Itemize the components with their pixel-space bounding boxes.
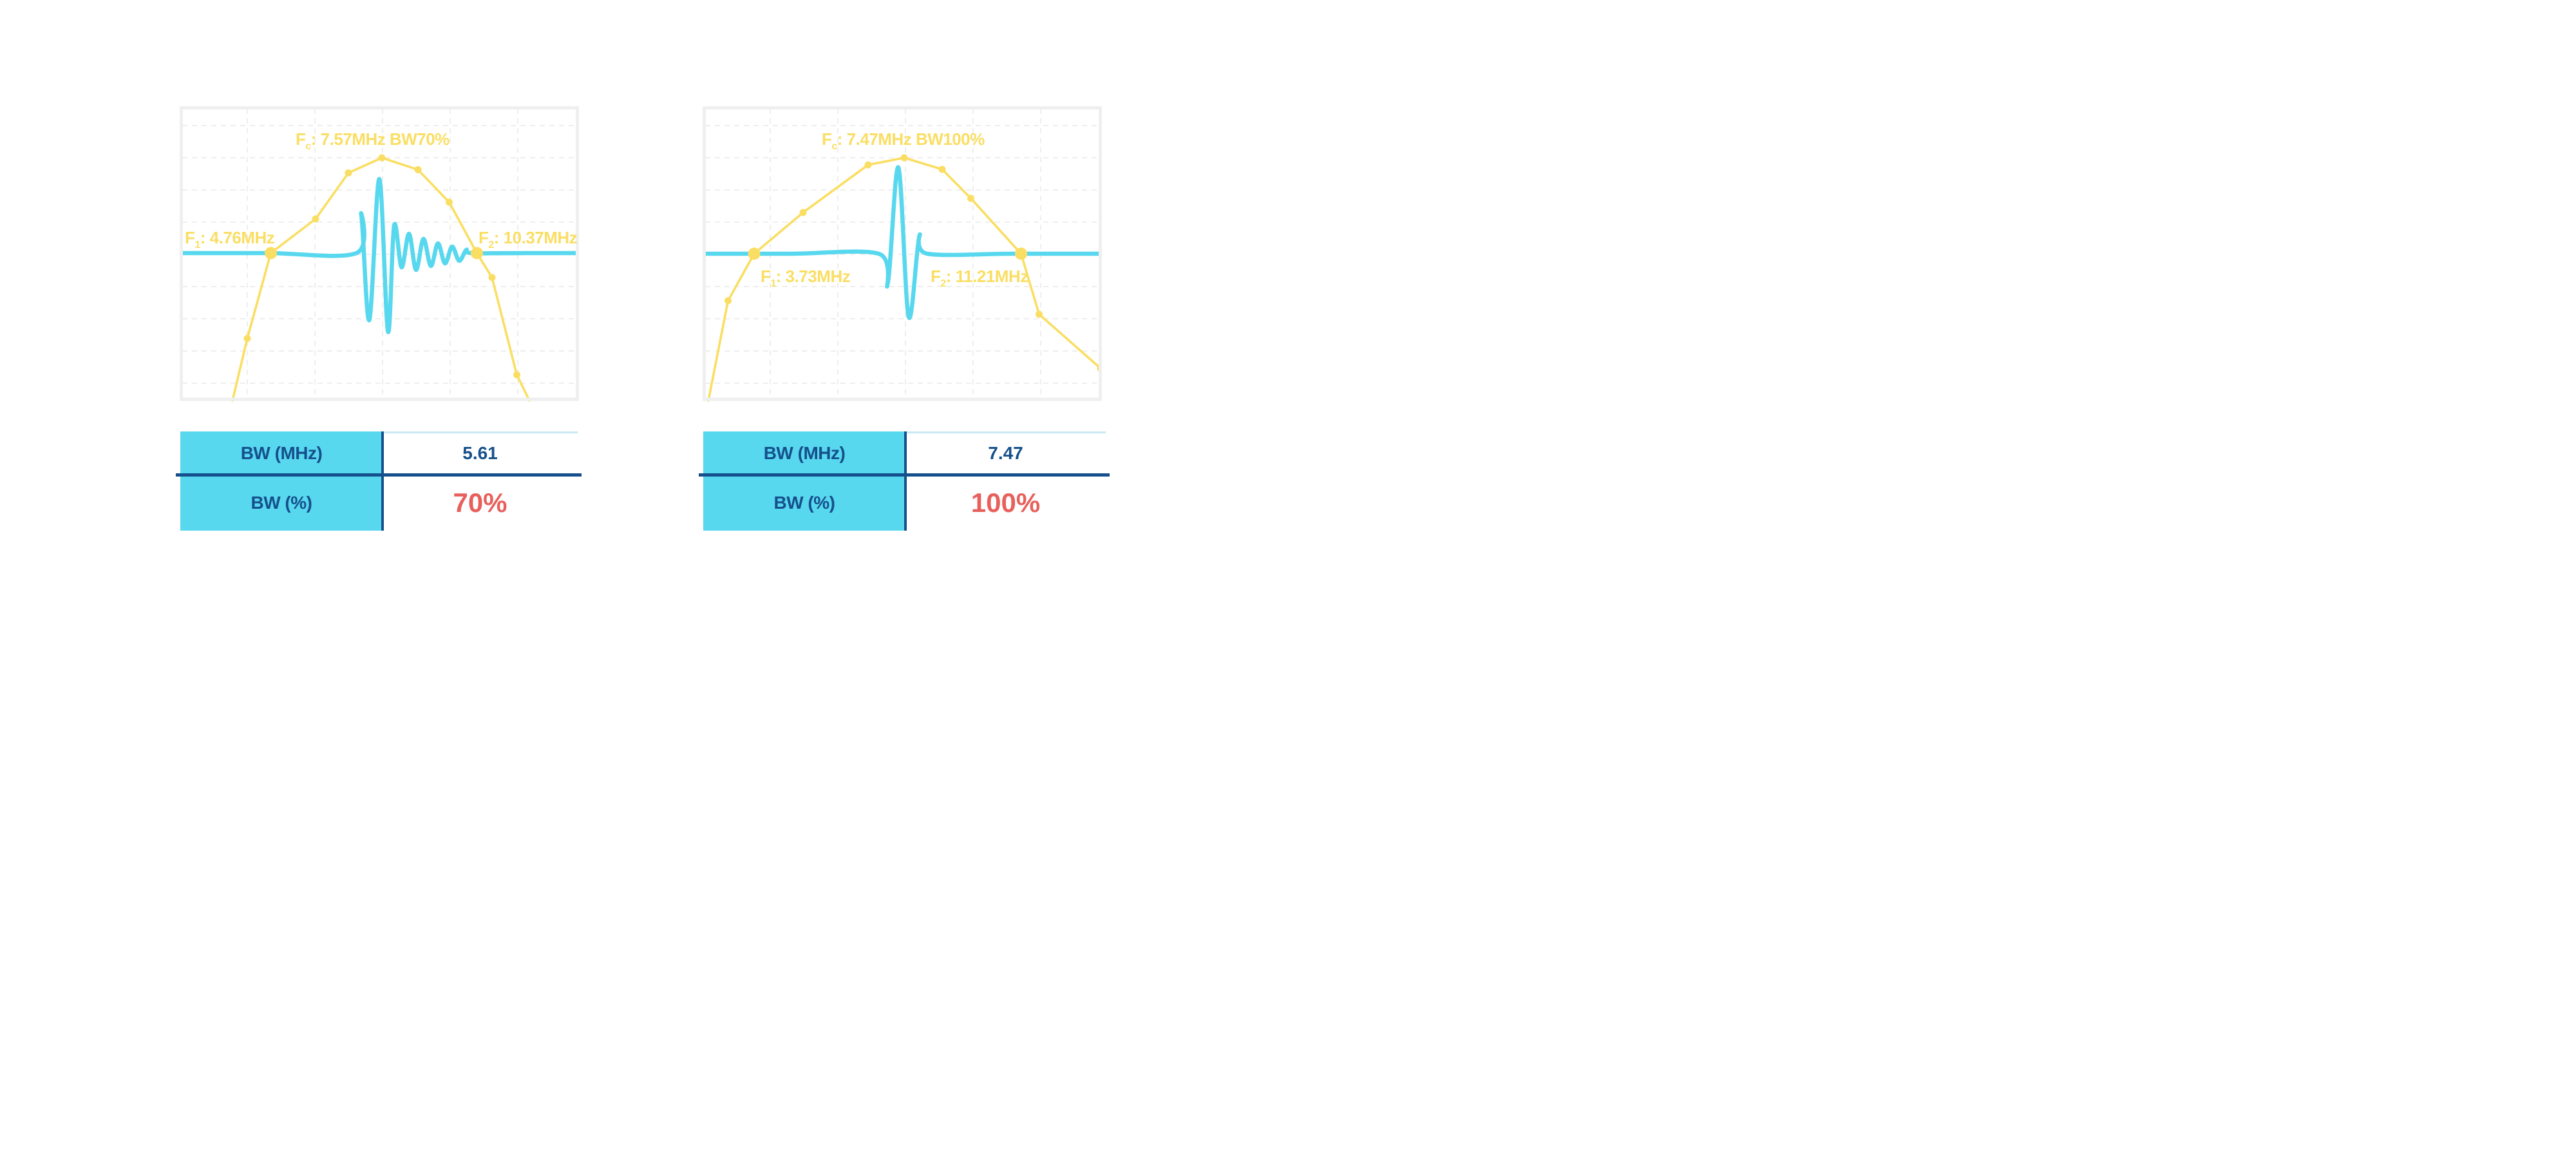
spectrum-curve xyxy=(231,156,531,402)
f2-annotation: F2: 11.21MHz xyxy=(931,267,1028,289)
table-row-divider xyxy=(176,473,582,477)
bw-mhz-label: BW (MHz) xyxy=(703,431,905,475)
table-column-divider xyxy=(904,431,907,531)
crossing-marker xyxy=(471,247,483,260)
figure-canvas: Fc: 7.57MHz BW70% F1: 4.76MHz F2: 10.37MHz… xyxy=(0,0,1288,577)
bw-mhz-value: 5.61 xyxy=(462,442,498,463)
spectrum-marker xyxy=(378,154,386,162)
spectrum-marker xyxy=(724,297,732,305)
bw-mhz-label: BW (MHz) xyxy=(180,431,383,475)
crossing-marker xyxy=(748,247,761,260)
bw-percent-value: 100% xyxy=(971,487,1041,518)
spectrum-marker xyxy=(345,169,352,176)
table-column-divider xyxy=(381,431,384,531)
fc-annotation: Fc: 7.57MHz BW70% xyxy=(296,129,450,152)
crossing-marker xyxy=(1015,247,1027,260)
chart-frame xyxy=(703,106,1102,401)
spectrum-chart-left: Fc: 7.57MHz BW70% F1: 4.76MHz F2: 10.37MHz xyxy=(180,106,579,402)
table-row: BW (MHz) 7.47 xyxy=(703,431,1106,475)
spectrum-marker xyxy=(312,215,319,223)
pulse-waveform xyxy=(703,165,1102,320)
spectrum-marker xyxy=(1036,310,1043,318)
spectrum-chart-right: Fc: 7.47MHz BW100% F1: 3.73MHz F2: 11.21MH… xyxy=(703,106,1102,402)
bw-percent-value: 70% xyxy=(453,487,507,518)
spectrum-marker xyxy=(900,154,908,162)
f1-annotation: F1: 3.73MHz xyxy=(761,267,851,289)
table-row: BW (%) 70% xyxy=(180,475,578,531)
spectrum-marker xyxy=(243,335,251,342)
bw-mhz-value: 7.47 xyxy=(988,442,1023,463)
table-top-border xyxy=(905,431,1106,433)
spectrum-marker xyxy=(864,161,872,169)
f1-annotation: F1: 4.76MHz xyxy=(185,228,275,251)
table-top-border xyxy=(383,431,578,433)
spectrum-marker xyxy=(446,198,453,206)
bw-table-left: BW (MHz) 5.61 BW (%) 70% xyxy=(176,431,582,531)
spectrum-marker xyxy=(938,166,946,173)
table-row-divider xyxy=(699,473,1110,477)
fc-annotation: Fc: 7.47MHz BW100% xyxy=(822,129,985,152)
bw-percent-label: BW (%) xyxy=(180,475,383,531)
spectrum-marker xyxy=(967,194,974,202)
bw-percent-label: BW (%) xyxy=(703,475,905,531)
crossing-marker xyxy=(265,247,277,260)
table-row: BW (%) 100% xyxy=(703,475,1106,531)
pulse-waveform xyxy=(180,176,579,334)
spectrum-marker xyxy=(414,166,422,173)
f2-annotation: F2: 10.37MHz xyxy=(478,228,578,251)
spectrum-marker xyxy=(513,371,520,379)
spectrum-marker xyxy=(799,209,807,216)
bw-table-right: BW (MHz) 7.47 BW (%) 100% xyxy=(699,431,1110,531)
chart-frame xyxy=(180,106,579,401)
table-row: BW (MHz) 5.61 xyxy=(180,431,578,475)
spectrum-marker xyxy=(488,274,496,281)
